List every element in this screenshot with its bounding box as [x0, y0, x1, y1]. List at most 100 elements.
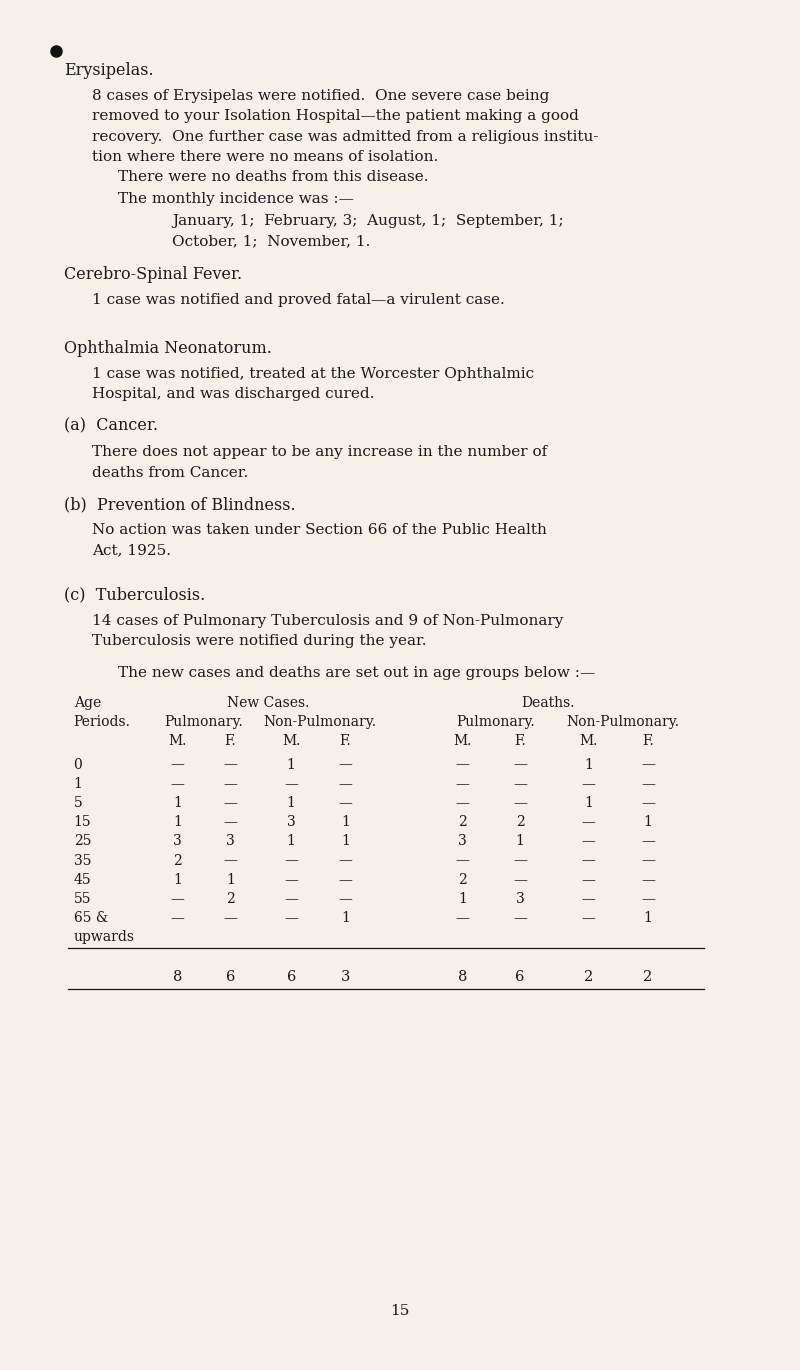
Text: Tuberculosis were notified during the year.: Tuberculosis were notified during the ye… [92, 634, 426, 648]
Text: 1: 1 [341, 815, 350, 829]
Text: —: — [170, 911, 185, 925]
Text: Ophthalmia Neonatorum.: Ophthalmia Neonatorum. [64, 340, 272, 356]
Text: 2: 2 [458, 873, 466, 886]
Text: 2: 2 [458, 815, 466, 829]
Text: 1: 1 [341, 834, 350, 848]
Text: 8: 8 [458, 970, 467, 984]
Text: The new cases and deaths are set out in age groups below :—: The new cases and deaths are set out in … [118, 666, 596, 680]
Text: The monthly incidence was :—: The monthly incidence was :— [118, 192, 354, 206]
Text: 1: 1 [286, 758, 296, 771]
Text: —: — [582, 873, 596, 886]
Text: —: — [455, 911, 470, 925]
Text: 1: 1 [173, 873, 182, 886]
Text: —: — [338, 873, 353, 886]
Text: 15: 15 [390, 1304, 410, 1318]
Text: 35: 35 [74, 854, 91, 867]
Text: —: — [338, 758, 353, 771]
Text: 1: 1 [458, 892, 467, 906]
Text: 25: 25 [74, 834, 91, 848]
Text: —: — [455, 796, 470, 810]
Text: 3: 3 [174, 834, 182, 848]
Text: —: — [223, 796, 238, 810]
Text: 1: 1 [74, 777, 82, 790]
Text: —: — [223, 777, 238, 790]
Text: 6: 6 [226, 970, 235, 984]
Text: 55: 55 [74, 892, 91, 906]
Text: —: — [338, 854, 353, 867]
Text: (a)  Cancer.: (a) Cancer. [64, 418, 158, 434]
Text: 1: 1 [173, 796, 182, 810]
Text: —: — [641, 873, 655, 886]
Text: 1: 1 [173, 815, 182, 829]
Text: —: — [223, 911, 238, 925]
Text: October, 1;  November, 1.: October, 1; November, 1. [172, 234, 370, 248]
Text: —: — [223, 854, 238, 867]
Text: 45: 45 [74, 873, 91, 886]
Text: Cerebro-Spinal Fever.: Cerebro-Spinal Fever. [64, 266, 242, 282]
Text: —: — [223, 815, 238, 829]
Text: 1 case was notified and proved fatal—a virulent case.: 1 case was notified and proved fatal—a v… [92, 293, 505, 307]
Text: —: — [170, 892, 185, 906]
Text: New Cases.: New Cases. [227, 696, 309, 710]
Text: —: — [223, 758, 238, 771]
Text: —: — [284, 911, 298, 925]
Text: Pulmonary.: Pulmonary. [457, 715, 535, 729]
Text: Non-Pulmonary.: Non-Pulmonary. [263, 715, 377, 729]
Text: —: — [641, 854, 655, 867]
Text: 1: 1 [286, 834, 296, 848]
Text: There does not appear to be any increase in the number of: There does not appear to be any increase… [92, 445, 547, 459]
Text: No action was taken under Section 66 of the Public Health: No action was taken under Section 66 of … [92, 523, 547, 537]
Text: Non-Pulmonary.: Non-Pulmonary. [566, 715, 679, 729]
Text: Deaths.: Deaths. [522, 696, 574, 710]
Text: —: — [284, 854, 298, 867]
Text: —: — [455, 777, 470, 790]
Text: 3: 3 [516, 892, 524, 906]
Text: 1: 1 [226, 873, 235, 886]
Text: 1: 1 [286, 796, 296, 810]
Text: 8 cases of Erysipelas were notified.  One severe case being: 8 cases of Erysipelas were notified. One… [92, 89, 550, 103]
Text: —: — [338, 777, 353, 790]
Text: 1: 1 [515, 834, 525, 848]
Text: M.: M. [282, 734, 300, 748]
Text: Erysipelas.: Erysipelas. [64, 62, 154, 78]
Text: —: — [284, 892, 298, 906]
Text: Act, 1925.: Act, 1925. [92, 544, 171, 558]
Text: 3: 3 [458, 834, 466, 848]
Text: —: — [641, 892, 655, 906]
Text: M.: M. [454, 734, 471, 748]
Text: 2: 2 [516, 815, 524, 829]
Text: —: — [513, 911, 527, 925]
Text: 2: 2 [643, 970, 653, 984]
Text: (c)  Tuberculosis.: (c) Tuberculosis. [64, 586, 206, 603]
Text: 1: 1 [643, 911, 653, 925]
Text: Age: Age [74, 696, 101, 710]
Text: upwards: upwards [74, 930, 134, 944]
Text: —: — [513, 796, 527, 810]
Text: There were no deaths from this disease.: There were no deaths from this disease. [118, 170, 429, 184]
Text: —: — [582, 911, 596, 925]
Text: Hospital, and was discharged cured.: Hospital, and was discharged cured. [92, 388, 374, 401]
Text: —: — [582, 834, 596, 848]
Text: 8: 8 [173, 970, 182, 984]
Text: 3: 3 [287, 815, 295, 829]
Text: —: — [284, 873, 298, 886]
Text: F.: F. [514, 734, 526, 748]
Text: —: — [338, 892, 353, 906]
Text: 3: 3 [341, 970, 350, 984]
Text: 1: 1 [584, 796, 594, 810]
Text: —: — [284, 777, 298, 790]
Text: —: — [641, 834, 655, 848]
Text: 5: 5 [74, 796, 82, 810]
Text: —: — [513, 873, 527, 886]
Text: removed to your Isolation Hospital—the patient making a good: removed to your Isolation Hospital—the p… [92, 110, 579, 123]
Text: —: — [338, 796, 353, 810]
Text: 6: 6 [286, 970, 296, 984]
Text: —: — [455, 854, 470, 867]
Text: —: — [513, 777, 527, 790]
Text: —: — [582, 854, 596, 867]
Text: F.: F. [225, 734, 236, 748]
Text: —: — [641, 758, 655, 771]
Text: —: — [170, 777, 185, 790]
Text: —: — [170, 758, 185, 771]
Text: 15: 15 [74, 815, 91, 829]
